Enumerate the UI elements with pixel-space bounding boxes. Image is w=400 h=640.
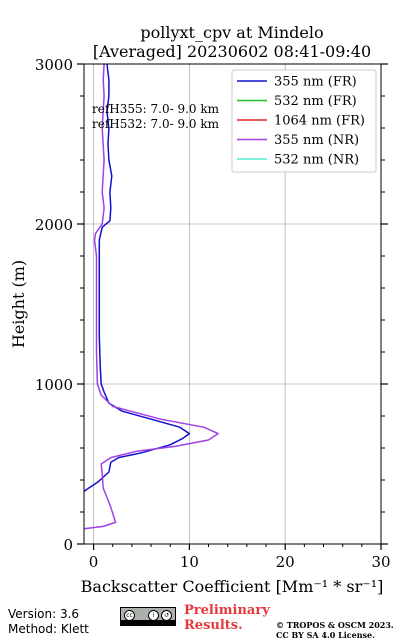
series-line-0 xyxy=(83,63,191,492)
chart-subtitle: [Averaged] 20230602 08:41-09:40 xyxy=(93,42,371,61)
copyright-line-1: © TROPOS & OSCM 2023. xyxy=(276,620,394,630)
y-tick-label-2: 2000 xyxy=(35,216,73,234)
x-tick-label-2: 20 xyxy=(276,553,295,571)
ref-height-532-note: refH532: 7.0- 9.0 km xyxy=(92,117,220,131)
legend-label-2: 1064 nm (FR) xyxy=(274,114,365,129)
x-tick-label-1: 10 xyxy=(180,553,199,571)
x-tick-label-3: 30 xyxy=(371,553,390,571)
tick-labels: 0 10 20 30 0 1000 2000 3000 xyxy=(35,56,391,571)
legend-box xyxy=(231,69,377,173)
ref-height-355-note: refH355: 7.0- 9.0 km xyxy=(92,102,220,116)
series-line-3 xyxy=(83,63,219,530)
legend: 355 nm (FR) 532 nm (FR) 1064 nm (FR) 355 nm… xyxy=(231,69,377,173)
y-tick-label-0: 0 xyxy=(63,536,73,554)
chart-title: pollyxt_cpv at Mindelo xyxy=(140,23,323,42)
preliminary-line-1: Preliminary xyxy=(184,603,270,618)
copyright-notice: © TROPOS & OSCM 2023. CC BY SA 4.0 Licen… xyxy=(276,620,394,640)
plot-frame xyxy=(83,63,382,545)
cc-license-badge: cc i ↺ xyxy=(120,607,176,626)
x-axis-label: Backscatter Coefficient [Mm⁻¹ * sr⁻¹] xyxy=(81,577,384,596)
legend-entries: 355 nm (FR) 532 nm (FR) 1064 nm (FR) 355 nm… xyxy=(237,75,365,168)
y-tick-label-3: 3000 xyxy=(35,56,73,74)
y-tick-label-1: 1000 xyxy=(35,376,73,394)
x-tick-label-0: 0 xyxy=(89,553,99,571)
series-lines xyxy=(83,63,219,530)
legend-label-0: 355 nm (FR) xyxy=(274,75,357,90)
axis-ticks xyxy=(77,63,388,550)
legend-label-1: 532 nm (FR) xyxy=(274,94,357,109)
method-text: Method: Klett xyxy=(8,622,89,636)
preliminary-label: Preliminary Results. xyxy=(184,603,270,633)
preliminary-line-2: Results. xyxy=(184,618,243,633)
badge-bar xyxy=(121,620,175,625)
version-text: Version: 3.6 xyxy=(8,607,80,621)
y-axis-label: Height (m) xyxy=(9,260,28,348)
legend-label-3: 355 nm (NR) xyxy=(274,133,359,148)
copyright-line-2: CC BY SA 4.0 License. xyxy=(276,630,375,640)
legend-label-4: 532 nm (NR) xyxy=(274,153,359,168)
